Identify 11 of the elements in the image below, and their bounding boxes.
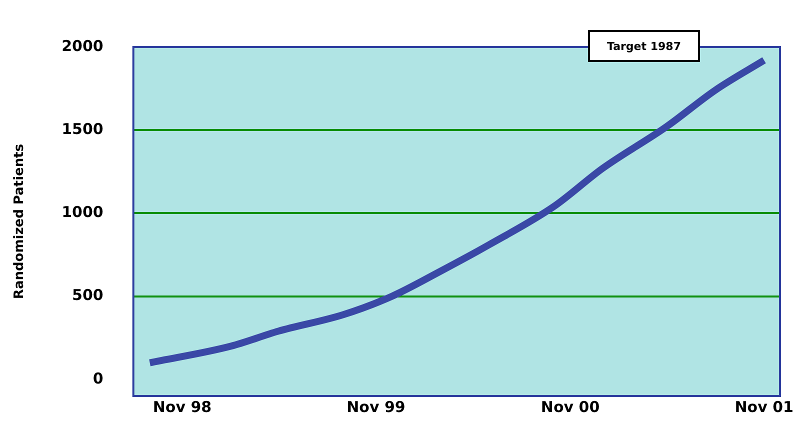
y-tick-label: 500 (72, 286, 104, 304)
x-tick-label: Nov 99 (346, 398, 406, 416)
note-box: Target 1987 (588, 30, 700, 62)
y-tick-label: 1000 (62, 203, 104, 222)
x-tick-label: Nov 98 (152, 398, 212, 416)
x-tick-label: Nov 01 (734, 398, 794, 416)
y-tick-label: 2000 (62, 36, 104, 55)
x-tick-label: Nov 00 (540, 398, 600, 416)
y-tick-label: 0 (92, 369, 104, 388)
y-axis-title: Randomized Patients (12, 144, 28, 300)
y-tick-label: 1500 (62, 120, 104, 138)
